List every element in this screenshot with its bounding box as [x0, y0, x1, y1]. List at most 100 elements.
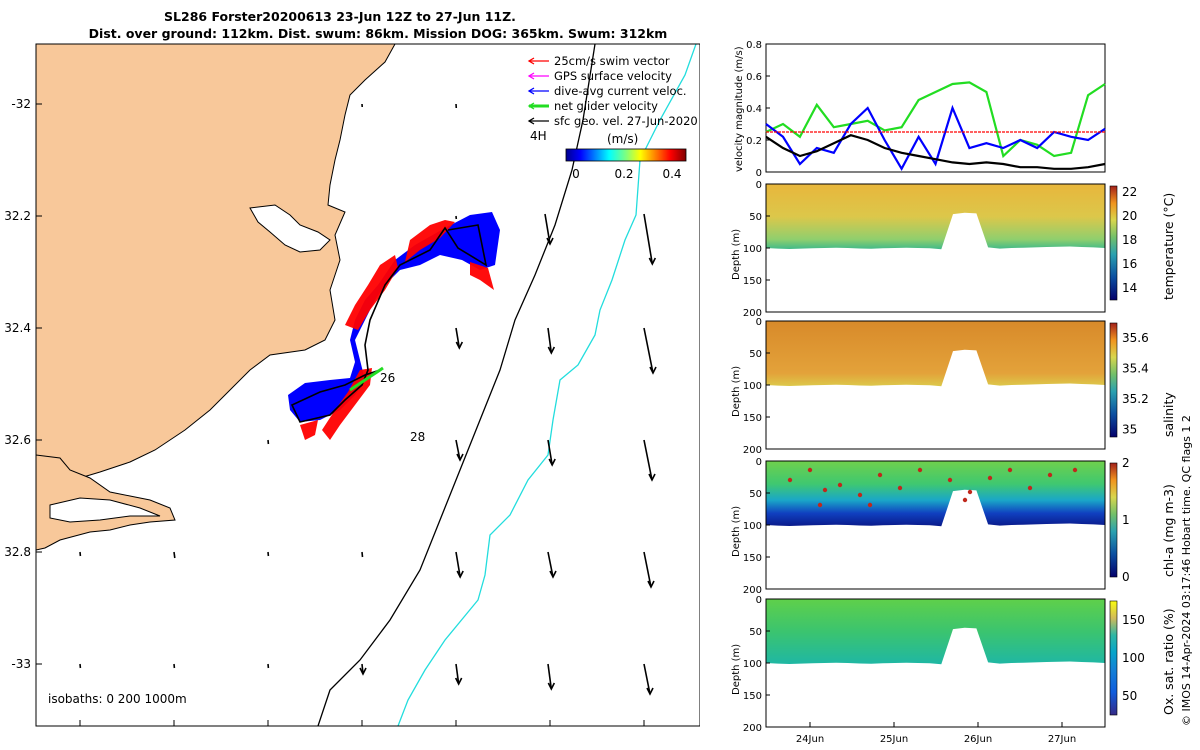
- velocity-y-tick-label: 0.4: [746, 104, 762, 115]
- chl-highlight-dot: [962, 497, 968, 503]
- isobath-200m: [317, 119, 584, 726]
- depth-tick-label: 0: [756, 595, 762, 606]
- colorbar-label: salinity: [1161, 392, 1176, 437]
- legend-label: GPS surface velocity: [554, 69, 672, 83]
- depth-axis-label: Depth (m): [731, 229, 742, 280]
- section-data-area: [766, 461, 1105, 527]
- chl-highlight-dot: [877, 472, 883, 478]
- depth-tick-label: 200: [743, 308, 762, 319]
- chl-highlight-dot: [917, 467, 923, 473]
- velocity-arrowhead: [647, 580, 655, 589]
- velocity-series-line: [765, 134, 1106, 170]
- time-tick-label: 27Jun: [1048, 734, 1076, 745]
- colorbar-label: chl-a (mg m-3): [1161, 484, 1176, 577]
- chl-highlight-dot: [1072, 467, 1078, 473]
- colorbar-tick-label: 0: [1122, 570, 1130, 584]
- legend-label: sfc geo. vel. 27-Jun-2020: [554, 114, 698, 128]
- map-y-tick-label: 32.2: [4, 209, 31, 223]
- map-panel[interactable]: 152152.2152.4152.6152.8153153.2 -3232.23…: [0, 0, 700, 730]
- chl-highlight-dot: [897, 485, 903, 491]
- velocity-arrowhead: [646, 687, 654, 696]
- legend-arrowhead: [527, 102, 535, 110]
- velocity-arrowhead: [455, 341, 464, 350]
- colorbar-tick-label: 2: [1122, 456, 1130, 470]
- velocity-arrow: [455, 439, 461, 461]
- title-line-1: SL286 Forster20200613 23-Jun 12Z to 27-J…: [164, 9, 516, 24]
- depth-tick-label: 0: [756, 180, 762, 191]
- colorbar-unit: (m/s): [607, 132, 638, 146]
- velocity-arrow: [547, 327, 553, 354]
- colorbar-tick-label: 0.2: [614, 167, 633, 181]
- velocity-arrowhead: [546, 237, 554, 246]
- colorbar-tick-label: 50: [1122, 689, 1137, 703]
- time-tick-label: 24Jun: [796, 734, 824, 745]
- legend-arrowhead: [527, 117, 535, 125]
- legend-label: dive-avg current veloc.: [554, 84, 687, 98]
- section-colorbar: [1109, 600, 1118, 716]
- depth-tick-label: 200: [743, 723, 762, 734]
- velocity-arrow: [547, 551, 554, 578]
- map-y-tick-label: 32.6: [4, 433, 31, 447]
- velocity-arrowhead: [648, 257, 657, 266]
- time-tick-label: 25Jun: [880, 734, 908, 745]
- section-data-area: [766, 321, 1105, 387]
- credit-text: © IMOS 14-Apr-2024 03:17:46 Hobart time.…: [1180, 415, 1193, 726]
- depth-tick-label: 100: [743, 521, 762, 532]
- colorbar-tick-label: 14: [1122, 281, 1137, 295]
- chl-highlight-dot: [822, 487, 828, 493]
- depth-tick-label: 100: [743, 381, 762, 392]
- glider-track: [290, 224, 488, 423]
- map-frame: [35, 43, 700, 727]
- time-tick-label: 26Jun: [964, 734, 992, 745]
- chl-highlight-dot: [967, 489, 973, 495]
- legend-label: 25cm/s swim vector: [554, 54, 670, 68]
- depth-tick-label: 150: [743, 413, 762, 424]
- velocity-arrowhead: [547, 682, 556, 691]
- legend-arrowhead: [527, 72, 535, 80]
- colorbar-label: temperature (°C): [1161, 193, 1176, 300]
- chl-highlight-dot: [987, 475, 993, 481]
- swim-vectors: [300, 220, 494, 440]
- velocity-arrow: [547, 439, 553, 466]
- colorbar-tick-label: 22: [1122, 185, 1137, 199]
- velocity-arrow: [547, 663, 553, 690]
- depth-axis-label: Depth (m): [731, 366, 742, 417]
- map-y-tick-label: -32: [11, 97, 31, 111]
- isobaths-label: isobaths: 0 200 1000m: [48, 692, 187, 706]
- velocity-arrow: [643, 663, 651, 695]
- velocity-y-tick-label: 0: [756, 168, 762, 179]
- day-label: 26: [380, 371, 395, 385]
- velocity-y-tick-label: 0.8: [746, 40, 762, 51]
- colorbar-tick-label: 35: [1122, 422, 1137, 436]
- velocity-arrow: [643, 439, 653, 481]
- velocity-arrow: [173, 551, 176, 559]
- velocity-arrow: [544, 213, 551, 245]
- velocity-arrows: [79, 103, 657, 696]
- map-y-tick-label: 32.4: [4, 321, 31, 335]
- section-data-area: [766, 599, 1105, 665]
- depth-tick-label: 50: [749, 627, 762, 638]
- isobath-1000m: [397, 44, 697, 726]
- velocity-arrow: [643, 551, 652, 588]
- colorbar-tick-label: 150: [1122, 613, 1145, 627]
- depth-tick-label: 0: [756, 317, 762, 328]
- colorbar-tick-label: 18: [1122, 233, 1137, 247]
- land-area: [36, 44, 396, 493]
- chl-highlight-dot: [807, 467, 813, 473]
- depth-tick-label: 200: [743, 445, 762, 456]
- velocity-arrowhead: [648, 473, 656, 482]
- day-label: 4H: [530, 129, 547, 143]
- colorbar-tick-label: 100: [1122, 651, 1145, 665]
- section-colorbar: [1109, 185, 1118, 301]
- coastline-inlet: [49, 497, 161, 523]
- velocity-arrow: [643, 327, 654, 374]
- coastline-inlet: [249, 204, 331, 253]
- depth-tick-label: 100: [743, 659, 762, 670]
- velocity-y-label: velocity magnitude (m/s): [734, 46, 745, 172]
- colorbar-tick-label: 20: [1122, 209, 1137, 223]
- velocity-arrowhead: [649, 366, 657, 375]
- depth-tick-label: 200: [743, 585, 762, 596]
- chl-highlight-dot: [837, 482, 843, 488]
